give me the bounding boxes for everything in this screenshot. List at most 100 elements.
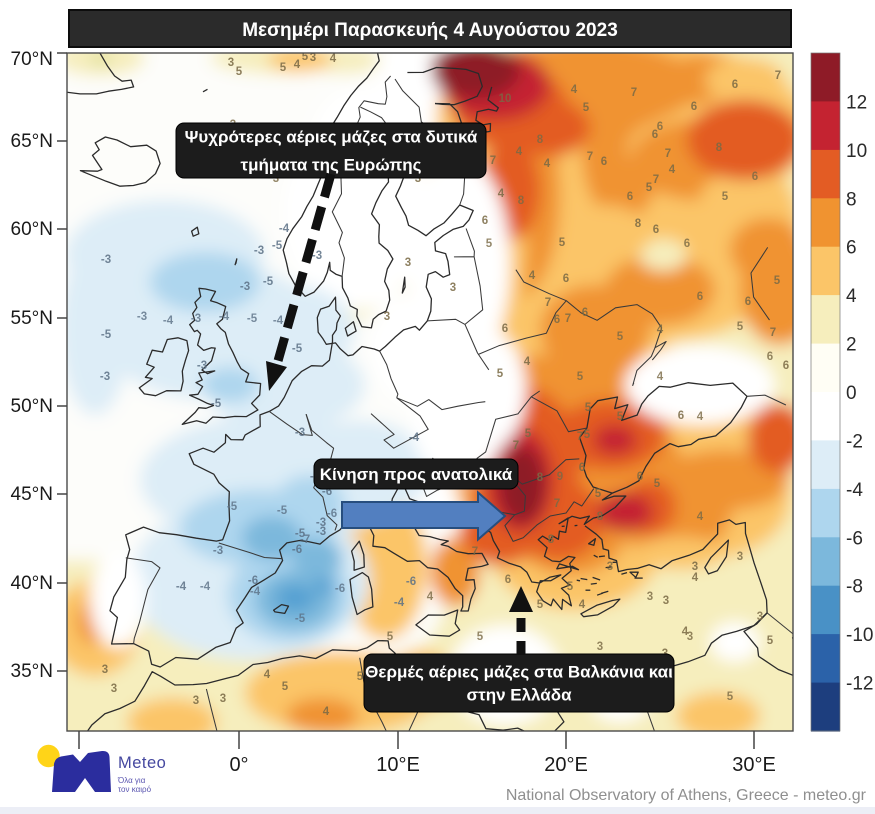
svg-text:8: 8 bbox=[537, 134, 544, 146]
svg-text:7: 7 bbox=[587, 151, 593, 163]
svg-text:5: 5 bbox=[357, 671, 364, 683]
svg-text:-5: -5 bbox=[211, 398, 222, 410]
svg-text:3: 3 bbox=[111, 683, 117, 695]
svg-text:10: 10 bbox=[499, 93, 512, 105]
svg-text:5: 5 bbox=[282, 681, 289, 693]
svg-text:5: 5 bbox=[654, 478, 661, 490]
svg-text:τον καιρό: τον καιρό bbox=[118, 785, 152, 794]
svg-text:6: 6 bbox=[601, 156, 607, 168]
svg-text:6: 6 bbox=[652, 129, 658, 141]
svg-text:-5: -5 bbox=[295, 528, 306, 540]
svg-text:Θερμές αέριες μάζες στα Βαλκάν: Θερμές αέριες μάζες στα Βαλκάνια και bbox=[365, 663, 673, 682]
svg-text:3: 3 bbox=[220, 693, 226, 705]
svg-text:3: 3 bbox=[757, 611, 763, 623]
svg-text:0: 0 bbox=[846, 383, 857, 404]
svg-text:-6: -6 bbox=[846, 528, 863, 549]
svg-text:6: 6 bbox=[502, 323, 508, 335]
svg-text:4: 4 bbox=[692, 572, 699, 584]
svg-text:6: 6 bbox=[554, 314, 560, 326]
svg-text:-8: -8 bbox=[846, 577, 863, 598]
svg-text:στην Ελλάδα: στην Ελλάδα bbox=[466, 686, 572, 705]
svg-text:7: 7 bbox=[490, 155, 496, 167]
svg-text:-4: -4 bbox=[200, 581, 211, 593]
svg-text:-3: -3 bbox=[191, 313, 201, 325]
svg-text:35°N: 35°N bbox=[11, 661, 53, 682]
svg-text:7: 7 bbox=[665, 148, 671, 160]
svg-text:6: 6 bbox=[505, 574, 511, 586]
svg-text:-4: -4 bbox=[219, 311, 230, 323]
svg-text:20°E: 20°E bbox=[544, 754, 588, 776]
svg-text:7: 7 bbox=[513, 440, 519, 452]
svg-text:-6: -6 bbox=[406, 576, 416, 588]
svg-text:5: 5 bbox=[537, 599, 544, 611]
svg-text:-3: -3 bbox=[100, 371, 110, 383]
svg-text:-6: -6 bbox=[335, 583, 345, 595]
svg-text:5: 5 bbox=[774, 275, 781, 287]
svg-text:-3: -3 bbox=[213, 545, 223, 557]
svg-text:6: 6 bbox=[767, 351, 773, 363]
svg-text:6: 6 bbox=[684, 238, 690, 250]
svg-text:-6: -6 bbox=[322, 486, 332, 498]
svg-text:3: 3 bbox=[737, 551, 743, 563]
svg-text:4: 4 bbox=[657, 371, 664, 383]
svg-text:-4: -4 bbox=[846, 480, 863, 501]
svg-text:-5: -5 bbox=[295, 613, 306, 625]
svg-text:7: 7 bbox=[545, 297, 551, 309]
svg-text:2: 2 bbox=[846, 335, 857, 356]
svg-text:-7: -7 bbox=[300, 534, 310, 546]
svg-text:6: 6 bbox=[579, 462, 585, 474]
svg-text:Ψυχρότερες αέριες μάζες στα δυ: Ψυχρότερες αέριες μάζες στα δυτικά bbox=[185, 127, 478, 146]
svg-text:-4: -4 bbox=[273, 315, 284, 327]
svg-text:50°N: 50°N bbox=[11, 396, 53, 417]
svg-text:4: 4 bbox=[682, 626, 689, 638]
svg-text:5: 5 bbox=[646, 182, 653, 194]
svg-text:45°N: 45°N bbox=[11, 484, 53, 505]
svg-text:-3: -3 bbox=[101, 254, 111, 266]
svg-text:5: 5 bbox=[577, 371, 584, 383]
svg-text:5: 5 bbox=[595, 488, 602, 500]
svg-text:Όλα για: Όλα για bbox=[117, 776, 146, 785]
svg-text:3: 3 bbox=[310, 52, 316, 64]
svg-text:4: 4 bbox=[524, 356, 531, 368]
svg-text:7: 7 bbox=[554, 498, 560, 510]
svg-text:4: 4 bbox=[579, 599, 586, 611]
svg-text:-3: -3 bbox=[254, 245, 264, 257]
svg-text:4: 4 bbox=[846, 286, 857, 307]
svg-text:6: 6 bbox=[732, 79, 738, 91]
svg-text:-4: -4 bbox=[250, 586, 261, 598]
svg-text:4: 4 bbox=[697, 411, 704, 423]
svg-text:4: 4 bbox=[516, 146, 523, 158]
svg-text:3: 3 bbox=[273, 173, 279, 185]
svg-text:4: 4 bbox=[498, 188, 505, 200]
svg-text:-5: -5 bbox=[292, 343, 303, 355]
svg-text:-2: -2 bbox=[846, 431, 863, 452]
svg-text:4: 4 bbox=[330, 53, 337, 65]
svg-text:-5: -5 bbox=[272, 240, 283, 252]
svg-text:5: 5 bbox=[727, 691, 734, 703]
svg-text:-6: -6 bbox=[292, 544, 302, 556]
svg-text:8: 8 bbox=[518, 195, 525, 207]
svg-text:8: 8 bbox=[635, 218, 642, 230]
svg-text:-5: -5 bbox=[247, 313, 258, 325]
svg-text:6: 6 bbox=[627, 191, 633, 203]
svg-text:5: 5 bbox=[477, 631, 484, 643]
svg-text:4: 4 bbox=[657, 324, 664, 336]
svg-text:5: 5 bbox=[559, 237, 566, 249]
svg-text:4: 4 bbox=[294, 59, 301, 71]
svg-text:3: 3 bbox=[607, 561, 613, 573]
svg-text:3: 3 bbox=[193, 695, 199, 707]
svg-text:6: 6 bbox=[657, 121, 663, 133]
svg-text:5: 5 bbox=[722, 191, 729, 203]
svg-text:8: 8 bbox=[597, 511, 604, 523]
svg-text:4: 4 bbox=[669, 164, 676, 176]
svg-text:4: 4 bbox=[323, 706, 330, 718]
svg-text:-3: -3 bbox=[316, 526, 326, 538]
svg-text:7: 7 bbox=[775, 70, 781, 82]
svg-text:7: 7 bbox=[472, 546, 478, 558]
svg-text:0°: 0° bbox=[229, 754, 248, 776]
svg-text:6: 6 bbox=[697, 291, 703, 303]
svg-text:65°N: 65°N bbox=[11, 131, 53, 152]
svg-text:-4: -4 bbox=[394, 597, 405, 609]
svg-text:3: 3 bbox=[647, 591, 653, 603]
svg-text:6: 6 bbox=[752, 171, 758, 183]
